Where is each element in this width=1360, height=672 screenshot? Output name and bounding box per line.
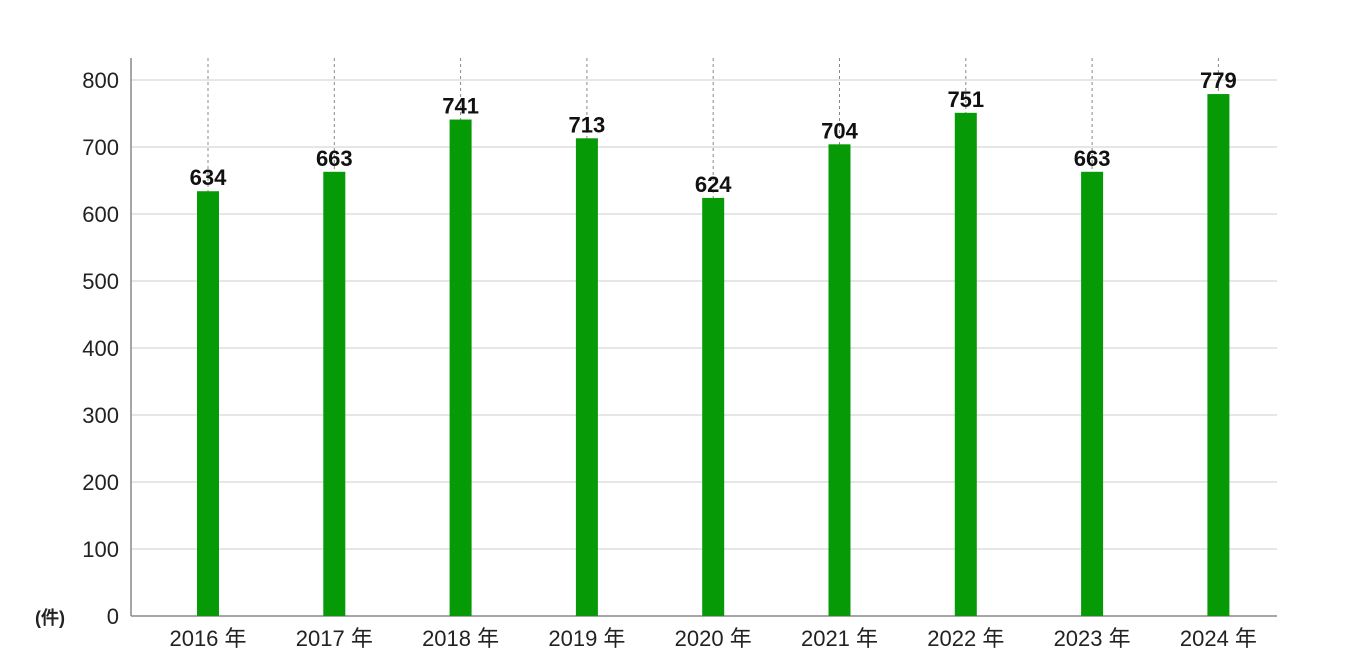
x-tick-label: 2017 年: [296, 626, 373, 651]
data-label: 741: [442, 94, 479, 119]
y-tick-label: 700: [82, 135, 119, 160]
data-label: 663: [316, 146, 353, 171]
y-tick-label: 500: [82, 269, 119, 294]
x-tick-label: 2023 年: [1054, 626, 1131, 651]
y-tick-label: 300: [82, 403, 119, 428]
bar: [323, 171, 346, 617]
y-tick-label: 600: [82, 202, 119, 227]
x-tick-labels: 2016 年 2017 年 2018 年 2019 年 2020 年 2021 年 2022…: [169, 626, 1256, 651]
data-label: 634: [190, 165, 227, 190]
y-axis-unit-label: (件): [35, 607, 65, 628]
bar: [575, 138, 598, 617]
x-tick-label: 2021 年: [801, 626, 878, 651]
data-label: 779: [1200, 68, 1237, 93]
x-tick-label: 2016 年: [169, 626, 246, 651]
x-tick-label: 2018 年: [422, 626, 499, 651]
bars: [197, 94, 1230, 617]
bar: [449, 119, 472, 616]
data-label: 663: [1074, 146, 1111, 171]
bar: [197, 191, 219, 616]
category-guides: [207, 58, 1219, 198]
x-tick-label: 2020 年: [675, 626, 752, 651]
data-labels: 634 663 741 713 624 704 751 663 779: [190, 68, 1237, 197]
y-tick-label: 800: [82, 68, 119, 93]
bar: [702, 197, 725, 617]
y-tick-label: 200: [82, 470, 119, 495]
data-label: 713: [569, 112, 606, 137]
y-tick-label: 100: [82, 537, 119, 562]
bar: [954, 112, 977, 616]
bar: [828, 144, 851, 616]
y-tick-labels: 0 100 200 300 400 500 600 700 800: [82, 68, 119, 629]
data-label: 704: [821, 118, 858, 143]
data-label: 751: [947, 87, 984, 112]
x-tick-label: 2022 年: [927, 626, 1004, 651]
y-tick-label: 0: [107, 604, 119, 629]
bar: [1081, 171, 1104, 617]
data-label: 624: [695, 172, 732, 197]
x-tick-label: 2019 年: [548, 626, 625, 651]
bar: [1207, 94, 1230, 616]
x-tick-label: 2024 年: [1180, 626, 1257, 651]
y-tick-label: 400: [82, 336, 119, 361]
